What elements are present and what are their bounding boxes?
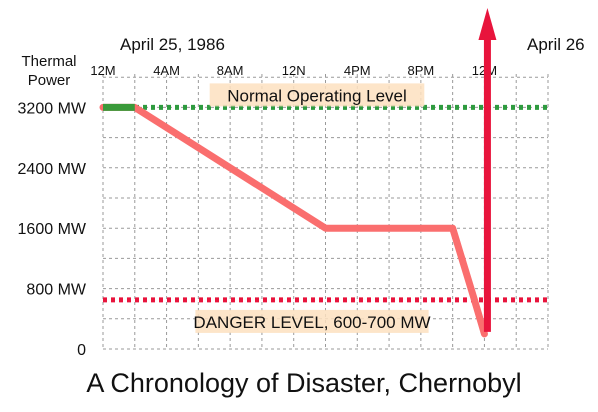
spike-arrowhead	[478, 8, 497, 40]
y-axis-title-line: Thermal	[21, 53, 76, 70]
y-tick-label: 1600 MW	[18, 221, 87, 238]
y-axis-title: Thermal Power	[21, 53, 76, 89]
reference-label-bg	[209, 83, 425, 107]
date-start-label: April 25, 1986	[120, 35, 225, 54]
y-axis-title-line: Power	[28, 72, 71, 89]
grid	[102, 74, 549, 350]
x-tick-label: 8PM	[407, 63, 434, 78]
series-layer	[99, 103, 488, 338]
reference-line-label: DANGER LEVEL, 600-700 MW	[193, 313, 430, 332]
reference-line-label: Normal Operating Level	[227, 86, 407, 105]
chart-title: A Chronology of Disaster, Chernobyl	[86, 368, 521, 398]
y-tick-label: 800 MW	[26, 282, 86, 299]
y-tick-label: 3200 MW	[18, 100, 87, 117]
date-end-label: April 26	[527, 35, 585, 54]
x-tick-label: 12N	[282, 63, 306, 78]
x-tick-label: 8AM	[217, 63, 244, 78]
x-tick-label: 4PM	[344, 63, 371, 78]
reference-label-bg	[195, 309, 429, 333]
y-tick-label: 0	[77, 342, 86, 359]
x-tick-label: 4AM	[153, 63, 180, 78]
spike-layer	[478, 8, 497, 332]
y-tick-label: 2400 MW	[18, 161, 87, 178]
x-tick-label: 12M	[90, 63, 115, 78]
